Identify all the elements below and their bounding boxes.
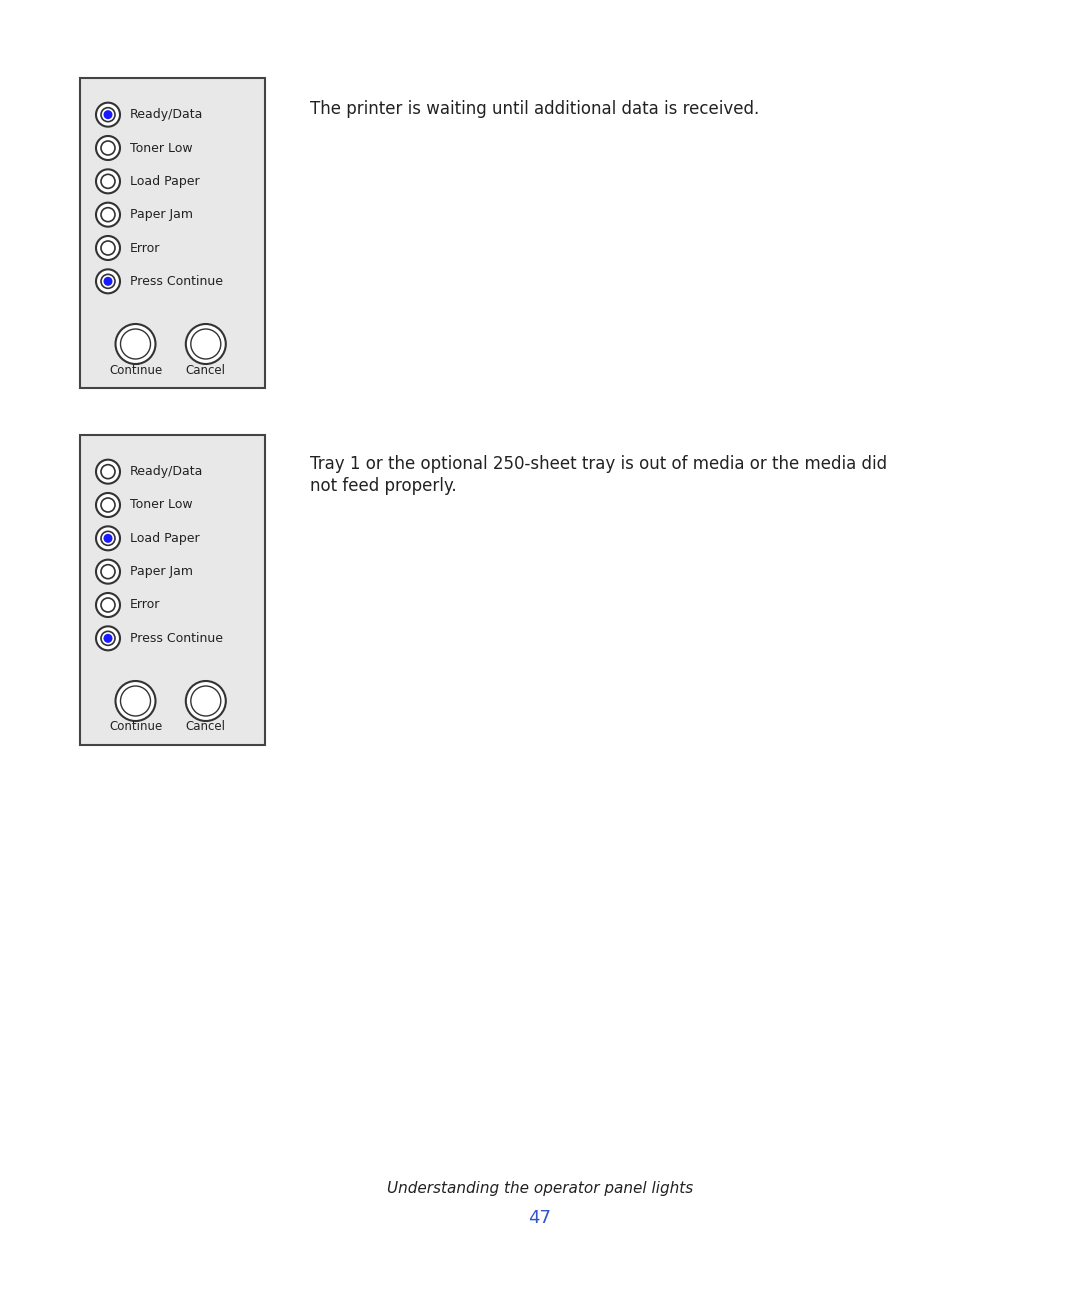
- Text: Press Continue: Press Continue: [130, 275, 222, 288]
- Text: Press Continue: Press Continue: [130, 632, 222, 645]
- Text: not feed properly.: not feed properly.: [310, 477, 457, 495]
- Text: Cancel: Cancel: [186, 363, 226, 377]
- Circle shape: [102, 108, 114, 122]
- Circle shape: [102, 597, 114, 612]
- Circle shape: [121, 329, 150, 359]
- Text: Understanding the operator panel lights: Understanding the operator panel lights: [387, 1181, 693, 1195]
- Text: Continue: Continue: [109, 363, 162, 377]
- Text: Load Paper: Load Paper: [130, 531, 200, 544]
- Circle shape: [191, 329, 220, 359]
- Text: The printer is waiting until additional data is received.: The printer is waiting until additional …: [310, 100, 759, 118]
- Circle shape: [104, 634, 112, 643]
- Circle shape: [96, 560, 120, 583]
- Circle shape: [116, 680, 156, 721]
- Circle shape: [96, 202, 120, 227]
- Text: Paper Jam: Paper Jam: [130, 565, 193, 578]
- Circle shape: [96, 270, 120, 293]
- Circle shape: [186, 680, 226, 721]
- Circle shape: [104, 277, 112, 286]
- Circle shape: [96, 594, 120, 617]
- Circle shape: [104, 110, 112, 119]
- Text: Tray 1 or the optional 250-sheet tray is out of media or the media did: Tray 1 or the optional 250-sheet tray is…: [310, 455, 887, 473]
- Circle shape: [104, 244, 112, 253]
- Circle shape: [96, 170, 120, 193]
- Circle shape: [104, 568, 112, 577]
- Circle shape: [104, 467, 112, 476]
- Circle shape: [104, 500, 112, 509]
- Text: Paper Jam: Paper Jam: [130, 209, 193, 222]
- Circle shape: [102, 207, 114, 222]
- Circle shape: [96, 136, 120, 159]
- Circle shape: [121, 686, 150, 715]
- Text: Toner Low: Toner Low: [130, 499, 192, 512]
- Circle shape: [102, 631, 114, 645]
- Circle shape: [96, 526, 120, 551]
- Circle shape: [96, 102, 120, 127]
- Text: Error: Error: [130, 599, 160, 612]
- Circle shape: [102, 531, 114, 546]
- Circle shape: [102, 498, 114, 512]
- Circle shape: [104, 144, 112, 153]
- Bar: [80, 435, 265, 745]
- Text: 47: 47: [528, 1209, 552, 1227]
- Text: Toner Low: Toner Low: [130, 141, 192, 154]
- Circle shape: [102, 175, 114, 188]
- Circle shape: [96, 626, 120, 651]
- Circle shape: [96, 460, 120, 483]
- Circle shape: [96, 492, 120, 517]
- Circle shape: [102, 565, 114, 579]
- Text: Ready/Data: Ready/Data: [130, 108, 203, 121]
- Circle shape: [104, 600, 112, 609]
- Circle shape: [102, 141, 114, 156]
- Circle shape: [102, 241, 114, 255]
- Circle shape: [186, 324, 226, 364]
- Text: Ready/Data: Ready/Data: [130, 465, 203, 478]
- Circle shape: [116, 324, 156, 364]
- Circle shape: [102, 465, 114, 478]
- Text: Continue: Continue: [109, 721, 162, 734]
- Text: Load Paper: Load Paper: [130, 175, 200, 188]
- Circle shape: [102, 275, 114, 288]
- Bar: [80, 78, 265, 388]
- Circle shape: [96, 236, 120, 260]
- Text: Cancel: Cancel: [186, 721, 226, 734]
- Circle shape: [104, 534, 112, 543]
- Circle shape: [191, 686, 220, 715]
- Circle shape: [104, 210, 112, 219]
- Text: Error: Error: [130, 241, 160, 254]
- Circle shape: [104, 176, 112, 185]
